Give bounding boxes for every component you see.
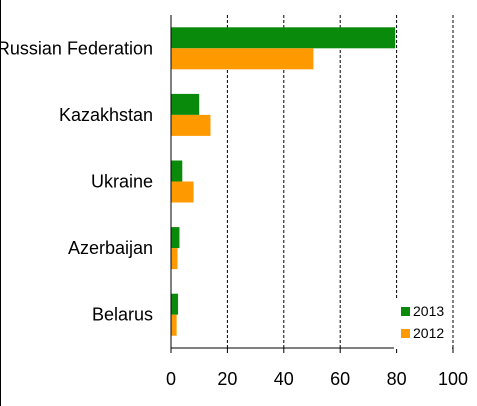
x-tick-label-80: 80 [387, 369, 407, 389]
bars [171, 27, 396, 336]
x-tick-label-20: 20 [217, 369, 237, 389]
category-label-russian-federation: Russian Federation [1, 38, 153, 58]
bar-2012-kazakhstan [171, 114, 211, 136]
bar-2013-kazakhstan [171, 93, 200, 115]
bar-2012-russian-federation [171, 48, 314, 70]
x-tick-label-60: 60 [330, 369, 350, 389]
category-label-ukraine: Ukraine [91, 172, 153, 192]
bar-2013-russian-federation [171, 27, 396, 49]
grid-lines [226, 15, 454, 348]
category-label-azerbaijan: Azerbaijan [68, 238, 153, 258]
bar-2013-belarus [171, 293, 179, 315]
category-label-kazakhstan: Kazakhstan [59, 105, 153, 125]
bar-2012-azerbaijan [171, 248, 178, 270]
bar-2013-azerbaijan [171, 227, 180, 249]
legend: 2013 2012 [394, 299, 452, 349]
legend-label-2013: 2013 [413, 303, 444, 319]
x-tick-label-100: 100 [438, 369, 468, 389]
bar-2013-ukraine [171, 160, 183, 182]
legend-swatch-2013 [401, 307, 410, 316]
x-tick-labels: 0 20 40 60 80 100 [166, 369, 468, 389]
bar-2012-belarus [171, 314, 177, 336]
x-tick-label-0: 0 [166, 369, 176, 389]
bar-2012-ukraine [171, 181, 194, 203]
category-label-belarus: Belarus [92, 305, 153, 325]
legend-swatch-2012 [401, 329, 410, 338]
x-tick-label-40: 40 [274, 369, 294, 389]
category-labels: Russian Federation Kazakhstan Ukraine Azerb… [1, 38, 153, 324]
legend-label-2012: 2012 [413, 325, 444, 341]
